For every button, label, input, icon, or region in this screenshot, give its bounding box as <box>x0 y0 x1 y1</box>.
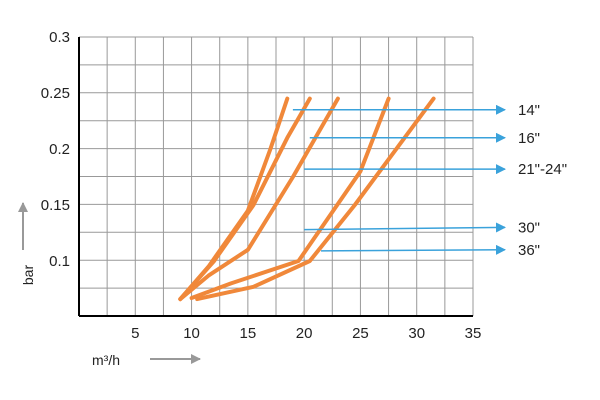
x-tick-label: 25 <box>352 325 369 342</box>
series-lines <box>178 96 436 302</box>
annotation-arrow <box>304 222 506 233</box>
series-line-5 <box>195 96 436 302</box>
annotation-label: 14" <box>518 102 540 119</box>
series-line-4 <box>189 96 391 300</box>
annotation-label: 21"-24" <box>518 161 567 178</box>
y-axis-label: bar <box>20 265 36 286</box>
annotation-arrow <box>321 244 506 255</box>
x-tick-label: 15 <box>240 325 257 342</box>
x-tick-label: 30 <box>408 325 425 342</box>
y-tick-label: 0.2 <box>49 141 70 158</box>
series-line-3 <box>178 96 340 302</box>
x-tick-label: 35 <box>465 325 482 342</box>
grid <box>79 36 474 316</box>
axes: 5 10 15 20 25 30 35 0.1 0.15 0.2 0.25 0.3 <box>41 29 482 342</box>
y-tick-label: 0.25 <box>41 85 70 102</box>
y-tick-label: 0.3 <box>49 29 70 46</box>
y-tick-label: 0.1 <box>49 253 70 270</box>
annotation-label: 36" <box>518 242 540 259</box>
x-tick-label: 5 <box>131 325 139 342</box>
y-tick-label: 0.15 <box>41 197 70 214</box>
series-line-2 <box>178 96 312 302</box>
annotations: 14" 16" 21"-24" 30" 36" <box>292 102 567 259</box>
annotation-label: 16" <box>518 130 540 147</box>
x-tick-label: 10 <box>183 325 200 342</box>
x-tick-label: 20 <box>296 325 313 342</box>
x-axis-label: m³/h <box>92 352 120 368</box>
annotation-label: 30" <box>518 219 540 236</box>
axis-labels: m³/h bar <box>18 202 201 368</box>
